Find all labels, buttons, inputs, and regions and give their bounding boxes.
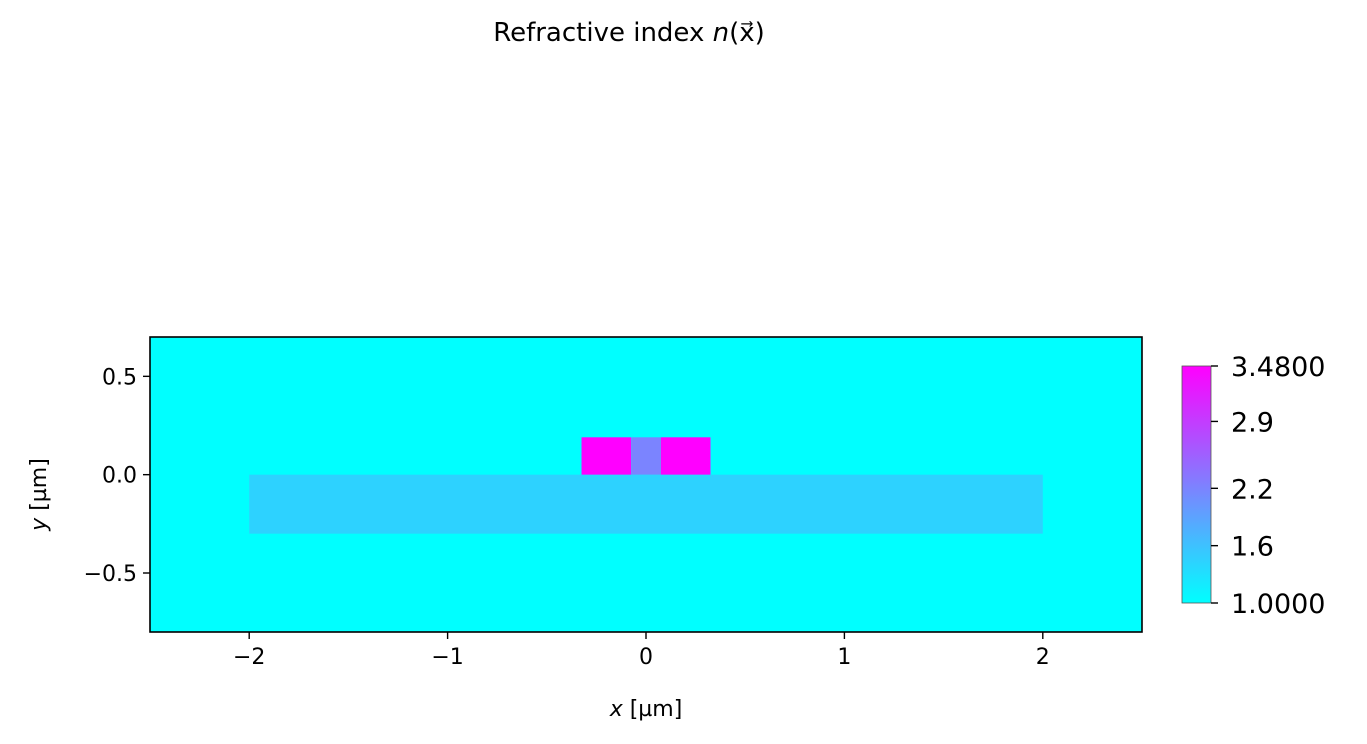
colorbar-tick-label: 2.9	[1231, 407, 1274, 438]
region-core-left	[581, 437, 632, 475]
y-axis-label-unit: [µm]	[27, 458, 52, 518]
title-symbol: n	[712, 18, 730, 48]
x-tick-label: 2	[1036, 645, 1050, 670]
colorbar-tick-label: 1.6	[1231, 532, 1274, 563]
plot-area	[149, 336, 1143, 633]
colorbar: 1.0000 1.6 2.2 2.9 3.4800	[1181, 352, 1325, 620]
colorbar-tick-label: 3.4800	[1231, 352, 1325, 383]
y-tick-label: 0.5	[102, 365, 137, 390]
region-slot	[631, 437, 661, 475]
region-layer	[249, 474, 1043, 534]
y-axis-label-var: y	[27, 517, 52, 532]
x-tick-label: −1	[431, 645, 463, 670]
colorbar-tick-label: 2.2	[1231, 474, 1274, 505]
colorbar-tick-label: 1.0000	[1231, 589, 1325, 620]
chart-title: Refractive index n(x⃗)	[0, 18, 1258, 48]
x-tick-label: −2	[233, 645, 265, 670]
y-axis-label: y [µm]	[27, 458, 52, 532]
colorbar-gradient	[1181, 365, 1212, 604]
title-suffix: (x⃗)	[729, 18, 765, 48]
x-axis-label-var: x	[609, 697, 624, 722]
region-core-right	[660, 437, 711, 475]
y-tick-label: 0.0	[102, 464, 137, 489]
y-tick-label: −0.5	[84, 562, 137, 587]
y-axis: −0.5 0.0 0.5	[84, 365, 150, 587]
title-prefix: Refractive index	[493, 18, 713, 48]
x-tick-label: 0	[639, 645, 653, 670]
x-axis: −2 −1 0 1 2	[233, 632, 1050, 670]
x-axis-label: x [µm]	[609, 697, 683, 722]
x-axis-label-unit: [µm]	[623, 697, 683, 722]
x-tick-label: 1	[837, 645, 851, 670]
